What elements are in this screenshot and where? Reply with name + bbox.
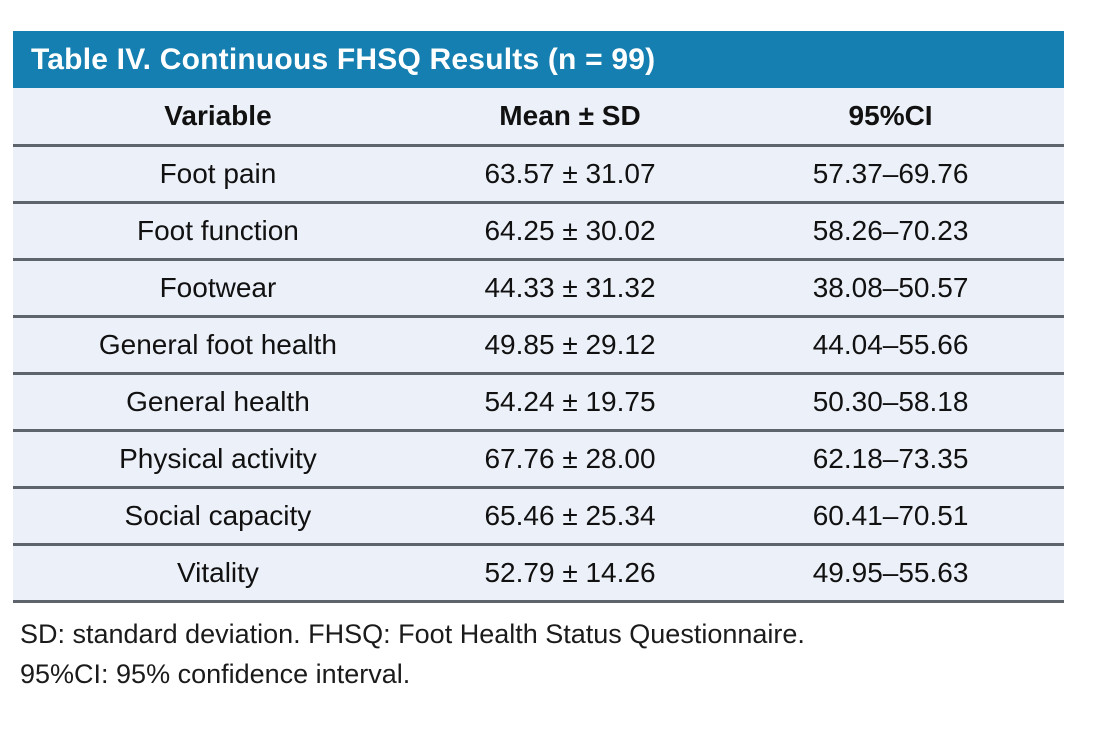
- cell-mean-sd: 49.85 ± 29.12: [422, 316, 718, 375]
- cell-mean-sd: 63.57 ± 31.07: [422, 145, 718, 204]
- cell-variable: General health: [13, 373, 423, 432]
- cell-95ci: 57.37–69.76: [717, 145, 1064, 204]
- cell-variable: Social capacity: [13, 487, 423, 546]
- table-row: General health 54.24 ± 19.75 50.30–58.18: [13, 373, 1064, 432]
- cell-variable: Foot pain: [13, 145, 423, 204]
- cell-mean-sd: 54.24 ± 19.75: [422, 373, 718, 432]
- column-header-mean-sd: Mean ± SD: [422, 88, 718, 147]
- column-header-95ci: 95%CI: [717, 88, 1064, 147]
- table-row: Physical activity 67.76 ± 28.00 62.18–73…: [13, 430, 1064, 489]
- fhsq-results-table-figure: Table IV. Continuous FHSQ Results (n = 9…: [13, 31, 1064, 694]
- cell-mean-sd: 67.76 ± 28.00: [422, 430, 718, 489]
- cell-mean-sd: 65.46 ± 25.34: [422, 487, 718, 546]
- table-row: General foot health 49.85 ± 29.12 44.04–…: [13, 316, 1064, 375]
- cell-95ci: 50.30–58.18: [717, 373, 1064, 432]
- footnote-line: SD: standard deviation. FHSQ: Foot Healt…: [20, 618, 805, 649]
- column-header-variable: Variable: [13, 88, 423, 147]
- cell-95ci: 62.18–73.35: [717, 430, 1064, 489]
- table-row: Foot function 64.25 ± 30.02 58.26–70.23: [13, 202, 1064, 261]
- cell-variable: Footwear: [13, 259, 423, 318]
- table-row: Footwear 44.33 ± 31.32 38.08–50.57: [13, 259, 1064, 318]
- table-title-bar: Table IV. Continuous FHSQ Results (n = 9…: [13, 31, 1064, 88]
- cell-variable: Physical activity: [13, 430, 423, 489]
- cell-95ci: 60.41–70.51: [717, 487, 1064, 546]
- fhsq-results-table: Variable Mean ± SD 95%CI Foot pain 63.57…: [13, 88, 1064, 603]
- cell-95ci: 38.08–50.57: [717, 259, 1064, 318]
- cell-mean-sd: 52.79 ± 14.26: [422, 544, 718, 603]
- table-row: Social capacity 65.46 ± 25.34 60.41–70.5…: [13, 487, 1064, 546]
- table-row: Vitality 52.79 ± 14.26 49.95–55.63: [13, 544, 1064, 603]
- cell-95ci: 49.95–55.63: [717, 544, 1064, 603]
- cell-variable: General foot health: [13, 316, 423, 375]
- cell-95ci: 44.04–55.66: [717, 316, 1064, 375]
- footnote-line: 95%CI: 95% confidence interval.: [20, 658, 411, 689]
- cell-variable: Foot function: [13, 202, 423, 261]
- table-row: Foot pain 63.57 ± 31.07 57.37–69.76: [13, 145, 1064, 204]
- header-row: Variable Mean ± SD 95%CI: [13, 88, 1064, 147]
- cell-variable: Vitality: [13, 544, 423, 603]
- table-footnotes: SD: standard deviation. FHSQ: Foot Healt…: [13, 614, 1064, 694]
- cell-mean-sd: 64.25 ± 30.02: [422, 202, 718, 261]
- table-title: Table IV. Continuous FHSQ Results (n = 9…: [31, 42, 656, 76]
- cell-95ci: 58.26–70.23: [717, 202, 1064, 261]
- cell-mean-sd: 44.33 ± 31.32: [422, 259, 718, 318]
